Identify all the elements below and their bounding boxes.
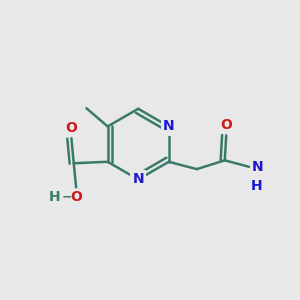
Text: O: O (220, 118, 232, 132)
Text: O: O (65, 121, 77, 135)
Text: N: N (251, 160, 263, 174)
Text: H: H (251, 178, 262, 193)
Text: −: − (62, 190, 73, 203)
Text: N: N (163, 119, 175, 134)
Text: H: H (49, 190, 61, 204)
Text: N: N (132, 172, 144, 186)
Text: O: O (70, 190, 82, 204)
